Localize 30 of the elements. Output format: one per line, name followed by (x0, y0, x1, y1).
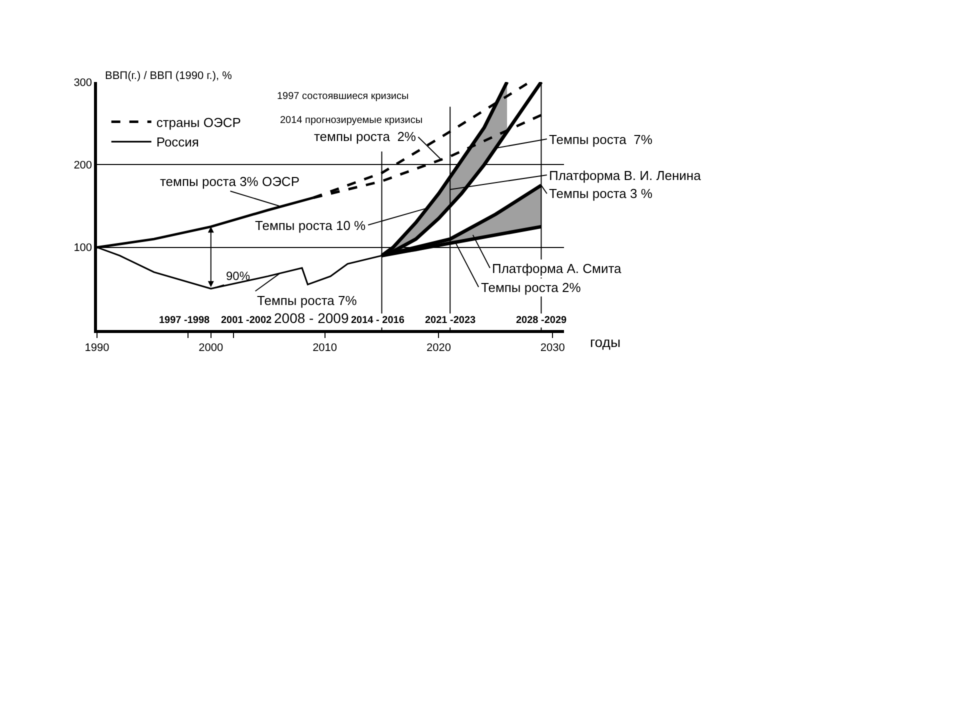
y-tick-label: 300 (74, 76, 92, 89)
annotation: 2008 - 2009 (274, 310, 349, 326)
annotation: 2014 - 2016 (351, 315, 405, 326)
annotation: Темпы роста 7% (257, 293, 358, 308)
annotation: Платформа А. Смита (492, 261, 622, 276)
annotation: 2001 -2002 (221, 315, 272, 326)
annotation: 1997 -1998 (159, 315, 210, 326)
annotation: 2014 прогнозируемые кризисы (280, 115, 423, 126)
annotation: Темпы роста 7% (549, 132, 653, 147)
legend-label: Россия (156, 134, 199, 150)
y-tick-label: 200 (74, 160, 92, 172)
annotation: темпы роста 3% ОЭСР (160, 174, 300, 189)
x-tick-label: 2000 (198, 342, 224, 354)
x-tick-label: 1990 (84, 342, 110, 354)
annotation: Платформа В. И. Ленина (549, 168, 702, 183)
annotation: Темпы роста 2% (481, 280, 582, 295)
x-tick-label: 2020 (426, 342, 451, 354)
y-tick-label: 100 (74, 242, 92, 254)
annotation: Темпы роста 10 % (255, 218, 366, 233)
annotation: 90% (226, 269, 250, 283)
annotation: 1997 состоявшиеся кризисы (277, 91, 409, 102)
annotation: темпы роста 2% (314, 129, 416, 144)
legend-label: страны ОЭСР (156, 114, 241, 130)
annotation: Темпы роста 3 % (549, 186, 653, 201)
annotation: 2021 -2023 (425, 315, 476, 326)
y-axis-title: ВВП(г.) / ВВП (1990 г.), % (105, 70, 232, 82)
x-tick-label: 2010 (312, 342, 338, 354)
x-axis-title: годы (590, 334, 621, 350)
x-tick-label: 2030 (540, 342, 565, 354)
annotation: 2028 -2029 (516, 315, 568, 326)
